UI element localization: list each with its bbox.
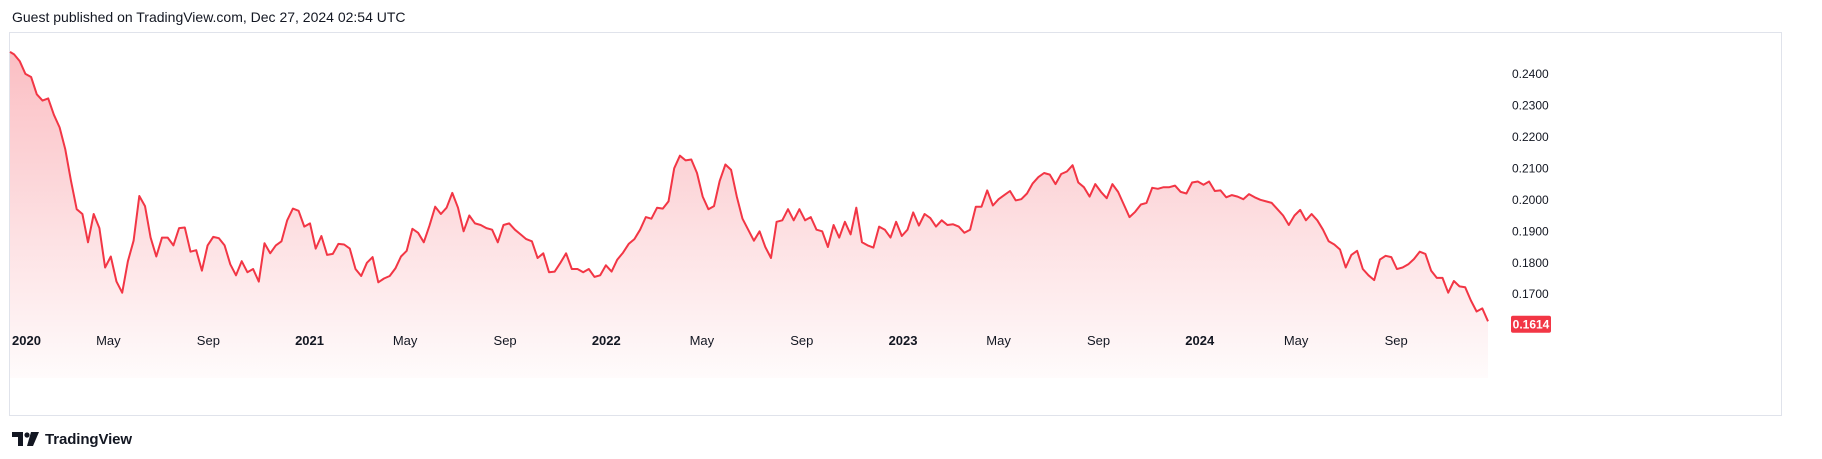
x-tick-label: 2020 [12,333,41,348]
y-tick-label: 0.2300 [1512,98,1549,112]
price-line [9,51,1489,322]
last-price-badge-layer: 0.1614 [1511,315,1551,333]
y-tick-label: 0.2100 [1512,161,1549,175]
x-tick-label: 2022 [592,333,621,348]
y-tick-label: 0.2400 [1512,67,1549,81]
x-tick-label: Sep [790,333,813,348]
tradingview-logo[interactable]: TradingView [12,429,132,449]
last-price-badge [1511,315,1551,333]
chart-frame[interactable] [9,32,1782,416]
y-tick-label: 0.1900 [1512,224,1549,238]
x-tick-label: May [690,333,715,348]
y-tick-label: 0.1800 [1512,256,1549,270]
tradingview-logo-icon [12,432,39,446]
y-tick-label: 0.2000 [1512,193,1549,207]
x-tick-label: May [986,333,1011,348]
x-tick-label: 2023 [889,333,918,348]
line-layer [9,51,1489,322]
x-tick-label: Sep [1087,333,1110,348]
x-tick-label: Sep [1385,333,1408,348]
x-tick-label: Sep [494,333,517,348]
area-layer [10,51,1488,379]
published-caption: Guest published on TradingView.com, Dec … [12,9,406,25]
x-tick-label: May [393,333,418,348]
y-tick-label: 0.1700 [1512,287,1549,301]
x-tick-label: May [96,333,121,348]
last-price-label: 0.1614 [1513,317,1550,331]
x-tick-label: May [1284,333,1309,348]
x-tick-label: Sep [197,333,220,348]
time-axis[interactable]: 2020 May Sep 2021 May Sep 2022 May Sep 2023 May Sep… [12,333,1408,348]
tradingview-wordmark: TradingView [45,430,132,448]
price-axis[interactable]: 0.2400 0.2300 0.2200 0.2100 0.2000 0.1900 0.18… [1512,67,1549,301]
x-tick-label: 2024 [1185,333,1215,348]
price-area-fill [10,51,1488,379]
x-tick-label: 2021 [295,333,324,348]
y-tick-label: 0.2200 [1512,130,1549,144]
